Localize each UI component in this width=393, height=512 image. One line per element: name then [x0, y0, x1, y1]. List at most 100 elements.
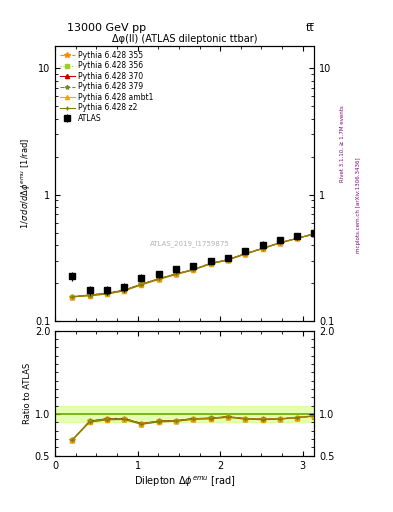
Pythia 6.428 379 — [243, 251, 248, 257]
Pythia 6.428 355 — [156, 276, 161, 282]
Pythia 6.428 355 — [191, 266, 196, 272]
Pythia 6.428 379 — [139, 281, 144, 287]
Pythia 6.428 ambt1 — [139, 282, 144, 288]
Pythia 6.428 ambt1 — [312, 231, 317, 237]
Y-axis label: $1/\sigma\,d\sigma/d\Delta\phi^{emu}$ [1/rad]: $1/\sigma\,d\sigma/d\Delta\phi^{emu}$ [1… — [19, 138, 32, 229]
Pythia 6.428 356 — [122, 287, 127, 293]
Pythia 6.428 z2 — [226, 257, 230, 263]
Pythia 6.428 370 — [191, 266, 196, 272]
Pythia 6.428 ambt1 — [122, 288, 127, 294]
Pythia 6.428 ambt1 — [87, 293, 92, 299]
Line: Pythia 6.428 ambt1: Pythia 6.428 ambt1 — [70, 232, 316, 299]
Pythia 6.428 356 — [87, 292, 92, 298]
Text: mcplots.cern.ch [arXiv:1306.3436]: mcplots.cern.ch [arXiv:1306.3436] — [356, 157, 361, 252]
Pythia 6.428 ambt1 — [226, 257, 230, 263]
Pythia 6.428 z2 — [156, 276, 161, 283]
Pythia 6.428 370 — [105, 290, 109, 296]
Text: 13000 GeV pp: 13000 GeV pp — [66, 23, 146, 33]
Pythia 6.428 z2 — [208, 261, 213, 267]
Pythia 6.428 370 — [312, 230, 317, 237]
Pythia 6.428 355 — [122, 287, 127, 293]
Pythia 6.428 355 — [226, 257, 230, 263]
Pythia 6.428 379 — [277, 240, 282, 246]
Pythia 6.428 370 — [139, 281, 144, 287]
Pythia 6.428 379 — [226, 257, 230, 263]
Pythia 6.428 355 — [139, 281, 144, 287]
Pythia 6.428 356 — [260, 245, 265, 251]
Pythia 6.428 370 — [70, 294, 75, 300]
Bar — [55, 406, 314, 422]
Text: tt̅: tt̅ — [306, 23, 314, 33]
Pythia 6.428 356 — [312, 231, 317, 237]
Line: Pythia 6.428 370: Pythia 6.428 370 — [70, 231, 316, 299]
Line: Pythia 6.428 355: Pythia 6.428 355 — [70, 231, 317, 300]
Pythia 6.428 379 — [87, 292, 92, 298]
Pythia 6.428 ambt1 — [208, 261, 213, 267]
Title: Δφ(ll) (ATLAS dileptonic ttbar): Δφ(ll) (ATLAS dileptonic ttbar) — [112, 34, 257, 44]
Line: Pythia 6.428 379: Pythia 6.428 379 — [70, 231, 316, 299]
Pythia 6.428 z2 — [70, 294, 75, 300]
Line: Pythia 6.428 356: Pythia 6.428 356 — [70, 232, 316, 299]
Pythia 6.428 z2 — [295, 236, 299, 242]
Pythia 6.428 370 — [260, 245, 265, 251]
Pythia 6.428 ambt1 — [260, 246, 265, 252]
Y-axis label: Ratio to ATLAS: Ratio to ATLAS — [23, 362, 32, 424]
Pythia 6.428 z2 — [312, 231, 317, 237]
Pythia 6.428 370 — [295, 236, 299, 242]
Pythia 6.428 356 — [156, 276, 161, 282]
Pythia 6.428 379 — [105, 290, 109, 296]
Pythia 6.428 370 — [122, 287, 127, 293]
Pythia 6.428 356 — [295, 236, 299, 242]
Pythia 6.428 z2 — [87, 293, 92, 299]
Pythia 6.428 355 — [87, 292, 92, 298]
Pythia 6.428 370 — [156, 276, 161, 282]
Pythia 6.428 355 — [295, 236, 299, 242]
Text: Rivet 3.1.10, ≥ 1.7M events: Rivet 3.1.10, ≥ 1.7M events — [340, 105, 345, 182]
Line: Pythia 6.428 z2: Pythia 6.428 z2 — [70, 232, 316, 299]
Pythia 6.428 355 — [243, 251, 248, 257]
Pythia 6.428 370 — [174, 271, 178, 277]
Pythia 6.428 z2 — [174, 271, 178, 278]
Pythia 6.428 z2 — [260, 246, 265, 252]
Pythia 6.428 ambt1 — [191, 267, 196, 273]
Pythia 6.428 379 — [295, 236, 299, 242]
Pythia 6.428 z2 — [277, 240, 282, 246]
Pythia 6.428 356 — [105, 290, 109, 296]
Pythia 6.428 379 — [260, 245, 265, 251]
Pythia 6.428 355 — [105, 290, 109, 296]
Pythia 6.428 z2 — [243, 251, 248, 257]
Pythia 6.428 356 — [139, 281, 144, 287]
Pythia 6.428 356 — [70, 294, 75, 300]
Pythia 6.428 356 — [243, 251, 248, 257]
Pythia 6.428 379 — [191, 266, 196, 272]
X-axis label: Dilepton $\Delta\phi^{emu}$ [rad]: Dilepton $\Delta\phi^{emu}$ [rad] — [134, 475, 235, 489]
Pythia 6.428 356 — [174, 271, 178, 277]
Pythia 6.428 ambt1 — [70, 294, 75, 300]
Pythia 6.428 ambt1 — [295, 236, 299, 242]
Pythia 6.428 355 — [208, 260, 213, 266]
Pythia 6.428 370 — [87, 292, 92, 298]
Pythia 6.428 370 — [226, 257, 230, 263]
Pythia 6.428 z2 — [122, 288, 127, 294]
Pythia 6.428 356 — [226, 257, 230, 263]
Pythia 6.428 379 — [156, 276, 161, 282]
Pythia 6.428 379 — [208, 260, 213, 266]
Pythia 6.428 379 — [312, 230, 317, 237]
Pythia 6.428 ambt1 — [105, 291, 109, 297]
Pythia 6.428 370 — [277, 240, 282, 246]
Pythia 6.428 356 — [277, 240, 282, 246]
Pythia 6.428 356 — [208, 260, 213, 266]
Pythia 6.428 ambt1 — [174, 271, 178, 278]
Pythia 6.428 z2 — [139, 282, 144, 288]
Pythia 6.428 355 — [312, 231, 317, 237]
Pythia 6.428 z2 — [191, 267, 196, 273]
Pythia 6.428 355 — [260, 245, 265, 251]
Pythia 6.428 379 — [174, 271, 178, 277]
Pythia 6.428 370 — [243, 251, 248, 257]
Pythia 6.428 370 — [208, 260, 213, 266]
Pythia 6.428 356 — [191, 266, 196, 272]
Text: ATLAS_2019_I1759875: ATLAS_2019_I1759875 — [150, 241, 230, 247]
Pythia 6.428 379 — [122, 287, 127, 293]
Pythia 6.428 ambt1 — [277, 240, 282, 246]
Pythia 6.428 355 — [70, 294, 75, 300]
